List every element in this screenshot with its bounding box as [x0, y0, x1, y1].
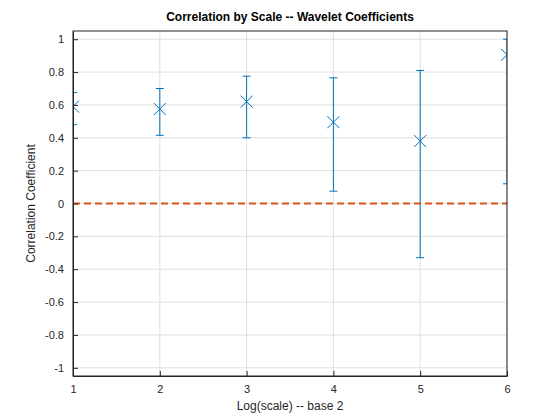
error-cap — [416, 70, 424, 71]
tick: 1 — [58, 33, 78, 45]
error-cap — [329, 191, 337, 192]
tick-mark — [507, 371, 508, 376]
tick: -1 — [54, 362, 78, 374]
grid-line — [73, 39, 507, 40]
grid-line — [73, 269, 507, 270]
error-cap — [503, 183, 507, 184]
tick: 0 — [58, 198, 78, 210]
tick-mark — [73, 72, 78, 73]
error-cap — [156, 135, 164, 136]
error-cap — [416, 257, 424, 258]
error-cap — [243, 76, 251, 77]
tick-mark — [73, 138, 78, 139]
grid-line — [73, 104, 507, 105]
grid-line — [73, 137, 507, 138]
grid-line — [73, 302, 507, 303]
tick: 3 — [244, 371, 250, 395]
marker — [154, 103, 166, 115]
grid-line — [73, 72, 507, 73]
tick: -0.6 — [45, 296, 78, 308]
tick: 0.4 — [49, 132, 78, 144]
tick-label: 0.4 — [49, 132, 64, 144]
tick-label: 0 — [58, 198, 64, 210]
plot-background — [73, 31, 507, 376]
error-bar-group — [501, 39, 507, 184]
tick: 2 — [157, 371, 163, 395]
tick-mark — [73, 302, 78, 303]
tick: 0.8 — [49, 66, 78, 78]
error-cap — [329, 77, 337, 78]
chart: 1 2 3 4 5 6 -1 -0.8 -0.6 -0.4 -0.2 0 0.2 0.4 0.6 0.8 1 Co… — [0, 0, 560, 420]
error-bar-group — [327, 78, 339, 191]
grid-line — [73, 170, 507, 171]
marker — [501, 49, 507, 61]
reference-line — [73, 203, 507, 205]
tick: -0.2 — [45, 230, 78, 242]
tick-label: 1 — [70, 383, 76, 395]
grid — [73, 31, 507, 376]
tick-mark — [73, 335, 78, 336]
tick-label: 3 — [244, 383, 250, 395]
tick-mark — [73, 204, 78, 205]
x-axis-title: Log(scale) -- base 2 — [237, 399, 344, 413]
tick-mark — [73, 236, 78, 237]
tick-mark — [73, 105, 78, 106]
y-axis-title: Correlation Coefficient — [24, 144, 38, 263]
grid-line — [73, 236, 507, 237]
tick: 5 — [418, 371, 424, 395]
error-bar — [159, 89, 160, 136]
marker — [414, 135, 426, 147]
tick-label: 0.6 — [49, 99, 64, 111]
tick: 0.6 — [49, 99, 78, 111]
tick-label: 0.2 — [49, 165, 64, 177]
tick-mark — [73, 39, 78, 40]
tick-label: 2 — [157, 383, 163, 395]
tick-mark — [73, 171, 78, 172]
tick-label: 1 — [58, 33, 64, 45]
tick-mark — [247, 371, 248, 376]
plot-area — [73, 39, 507, 258]
error-cap — [503, 39, 507, 40]
error-cap — [156, 88, 164, 89]
axes: 1 2 3 4 5 6 -1 -0.8 -0.6 -0.4 -0.2 0 0.2 0.4 0.6 0.8 1 — [45, 31, 513, 395]
tick-label: -0.8 — [45, 329, 64, 341]
tick-mark — [333, 371, 334, 376]
tick: -0.4 — [45, 263, 78, 275]
title: Correlation by Scale -- Wavelet Coeffici… — [166, 10, 414, 24]
tick-label: 4 — [331, 383, 337, 395]
tick-label: -0.4 — [45, 263, 64, 275]
tick: 0.2 — [49, 165, 78, 177]
error-cap — [243, 137, 251, 138]
error-bar — [420, 70, 421, 257]
tick-label: -0.2 — [45, 230, 64, 242]
marker — [327, 116, 339, 128]
grid-line — [73, 367, 507, 368]
tick-label: -1 — [54, 362, 64, 374]
axis-line — [74, 376, 508, 377]
tick: -0.8 — [45, 329, 78, 341]
tick-label: 0.8 — [49, 66, 64, 78]
grid-line — [73, 334, 507, 335]
tick-label: 6 — [504, 383, 510, 395]
marker — [241, 96, 253, 108]
error-bar-group — [241, 76, 253, 138]
error-bar-group — [154, 89, 166, 136]
tick-mark — [160, 371, 161, 376]
tick-label: 5 — [418, 383, 424, 395]
y-axis: -1 -0.8 -0.6 -0.4 -0.2 0 0.2 0.4 0.6 0.8 1 — [45, 32, 78, 377]
grid-line — [73, 203, 507, 204]
tick-mark — [420, 371, 421, 376]
error-bar — [333, 78, 334, 191]
error-bar-group — [414, 70, 426, 257]
tick-label: -0.6 — [45, 296, 64, 308]
plot-frame — [73, 31, 507, 376]
tick: 4 — [331, 371, 337, 395]
x-axis: 1 2 3 4 5 6 — [70, 371, 510, 395]
tick-mark — [73, 269, 78, 270]
tick: 6 — [504, 371, 510, 395]
tick-mark — [73, 368, 78, 369]
error-bar — [246, 76, 247, 138]
